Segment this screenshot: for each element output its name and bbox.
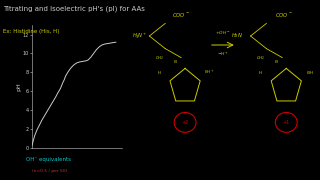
Text: Titrating and Isoelectric pH's (pI) for AAs: Titrating and Isoelectric pH's (pI) for … <box>3 5 145 12</box>
Text: $COO^-$: $COO^-$ <box>276 11 293 19</box>
Text: $N$: $N$ <box>173 58 178 65</box>
Text: $-H^+$: $-H^+$ <box>217 50 229 58</box>
Text: (n=0.5 / per 50): (n=0.5 / per 50) <box>32 169 67 173</box>
Text: $N\!H^+$: $N\!H^+$ <box>204 68 214 76</box>
Text: $COO^-$: $COO^-$ <box>172 11 190 19</box>
Text: $NH$: $NH$ <box>306 69 314 76</box>
Text: $H_2N$: $H_2N$ <box>231 31 243 40</box>
Text: $N$: $N$ <box>274 58 279 65</box>
Y-axis label: pH: pH <box>16 82 21 91</box>
Text: +2: +2 <box>181 120 189 125</box>
Text: $H$: $H$ <box>258 69 263 76</box>
Text: $H$: $H$ <box>157 69 162 76</box>
Text: $+OH^-$: $+OH^-$ <box>215 29 230 36</box>
Text: OH⁻ equivalents: OH⁻ equivalents <box>26 157 71 162</box>
Text: $H_3\!N^+$: $H_3\!N^+$ <box>132 31 147 41</box>
Text: $CH_2$: $CH_2$ <box>155 54 164 62</box>
Text: +1: +1 <box>283 120 290 125</box>
Text: $CH_2$: $CH_2$ <box>256 54 265 62</box>
Text: Ex: Histidine (His, H): Ex: Histidine (His, H) <box>3 29 60 34</box>
